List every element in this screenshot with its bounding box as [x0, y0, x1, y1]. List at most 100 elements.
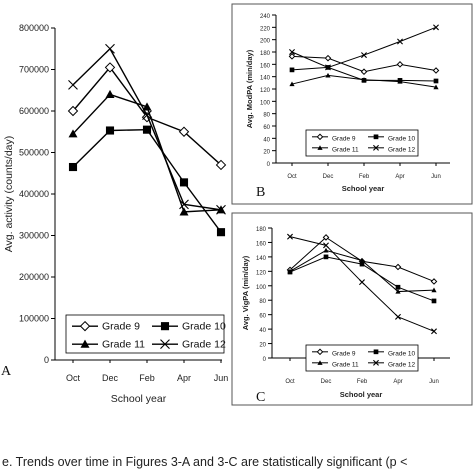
legend-marker: [373, 359, 379, 366]
series-line: [289, 249, 435, 293]
legend-item: Grade 11: [312, 145, 359, 153]
data-point: [432, 67, 440, 74]
series-grade-12: [68, 43, 226, 215]
series-grade-12: [287, 233, 437, 335]
x-tick-label: Oct: [66, 373, 81, 383]
data-point: [216, 204, 226, 215]
x-tick-label: Jun: [214, 373, 229, 383]
y-tick-label: 0: [263, 357, 267, 363]
data-point: [394, 263, 402, 271]
x-axis-title: School year: [340, 390, 383, 399]
x-axis-title: School year: [111, 393, 167, 405]
data-point: [396, 61, 404, 68]
data-point: [216, 228, 226, 237]
series-line: [291, 26, 437, 68]
data-point: [431, 287, 437, 293]
legend-label: Grade 11: [102, 339, 145, 351]
y-tick-label: 160: [260, 63, 271, 69]
y-tick-label: 800000: [19, 23, 49, 33]
data-point: [68, 162, 78, 172]
legend-marker: [80, 339, 90, 348]
y-tick-label: 40: [263, 137, 270, 143]
legend-item: Grade 9: [72, 321, 140, 333]
legend-label: Grade 12: [388, 146, 415, 153]
y-tick-label: 240: [260, 14, 271, 20]
figure-caption: e. Trends over time in Figures 3-A and 3…: [2, 455, 408, 469]
data-point: [433, 24, 439, 31]
data-point: [105, 126, 115, 135]
legend-item: Grade 12: [368, 359, 415, 368]
data-point: [322, 234, 330, 241]
y-tick-label: 220: [260, 26, 271, 32]
x-tick-label: Dec: [323, 174, 334, 180]
x-tick-label: Feb: [359, 174, 370, 180]
panel-letter: B: [256, 185, 265, 200]
data-point: [325, 64, 331, 71]
y-tick-label: 100000: [19, 314, 49, 324]
y-tick-label: 80: [263, 113, 270, 119]
legend: Grade 9 Grade 10 Grade 11 Grade 12: [305, 344, 419, 372]
legend-item: Grade 10: [152, 321, 226, 333]
y-tick-label: 180: [256, 227, 267, 233]
y-tick-label: 100: [260, 100, 271, 106]
y-tick-label: 180: [260, 51, 271, 57]
data-point: [68, 79, 78, 90]
y-tick-label: 20: [263, 150, 270, 156]
legend-item: Grade 11: [72, 339, 145, 351]
legend-marker: [316, 348, 324, 356]
data-point: [359, 279, 365, 286]
legend-item: Grade 9: [312, 133, 356, 142]
data-point: [360, 68, 368, 76]
x-axis-title: School year: [342, 184, 385, 193]
y-tick-label: 120: [256, 270, 267, 276]
data-point: [433, 78, 439, 84]
series-grade-9: [67, 62, 227, 171]
data-point: [142, 125, 152, 134]
series-grade-11: [287, 247, 437, 294]
legend-box: [65, 314, 225, 354]
data-point: [431, 298, 437, 304]
legend: Grade 9 Grade 10 Grade 11 Grade 12: [65, 314, 226, 354]
legend-label: Grade 9: [332, 135, 356, 142]
y-tick-label: 100: [256, 285, 267, 291]
data-point: [142, 110, 152, 121]
data-point: [430, 278, 438, 285]
data-point: [325, 72, 331, 78]
data-point: [289, 81, 295, 87]
y-tick-label: 0: [267, 162, 271, 168]
x-tick-label: Apr: [393, 379, 402, 385]
data-point: [361, 77, 367, 82]
data-point: [397, 79, 403, 84]
legend-marker: [160, 322, 170, 331]
data-point: [323, 247, 329, 253]
data-point: [105, 89, 115, 98]
legend-item: Grade 10: [368, 134, 415, 142]
y-tick-label: 140: [256, 256, 267, 262]
panel-frame: [231, 212, 473, 406]
y-tick-label: 20: [259, 343, 266, 349]
y-tick-label: 400000: [19, 189, 49, 199]
legend-marker: [317, 145, 323, 150]
series-grade-12: [289, 24, 439, 71]
data-point: [289, 67, 295, 73]
data-point: [323, 254, 329, 260]
data-point: [287, 233, 293, 240]
series-grade-10: [68, 125, 226, 237]
legend-label: Grade 11: [332, 146, 359, 153]
legend-label: Grade 10: [182, 321, 226, 333]
data-point: [361, 52, 367, 59]
series-grade-9: [288, 53, 440, 76]
figure-svg: 0 100000 200000 300000 400000 500000 600000 700…: [1, 3, 473, 406]
legend: Grade 9 Grade 10 Grade 11 Grade 12: [305, 129, 419, 157]
x-tick-label: Oct: [287, 174, 297, 180]
legend-label: Grade 9: [102, 321, 140, 333]
legend-marker: [317, 360, 323, 365]
series-line: [72, 93, 222, 213]
chart-panel-b: 0 20 40 60 80 100 120 140 160 180 200 220 240 Oct Dec F…: [231, 3, 473, 205]
y-axis-title: Avg. VigPA (min/day): [241, 255, 250, 330]
legend-marker: [79, 320, 91, 332]
legend-label: Grade 12: [388, 361, 415, 368]
y-tick-label: 60: [259, 314, 266, 320]
data-point: [431, 328, 437, 335]
data-point: [67, 105, 79, 117]
